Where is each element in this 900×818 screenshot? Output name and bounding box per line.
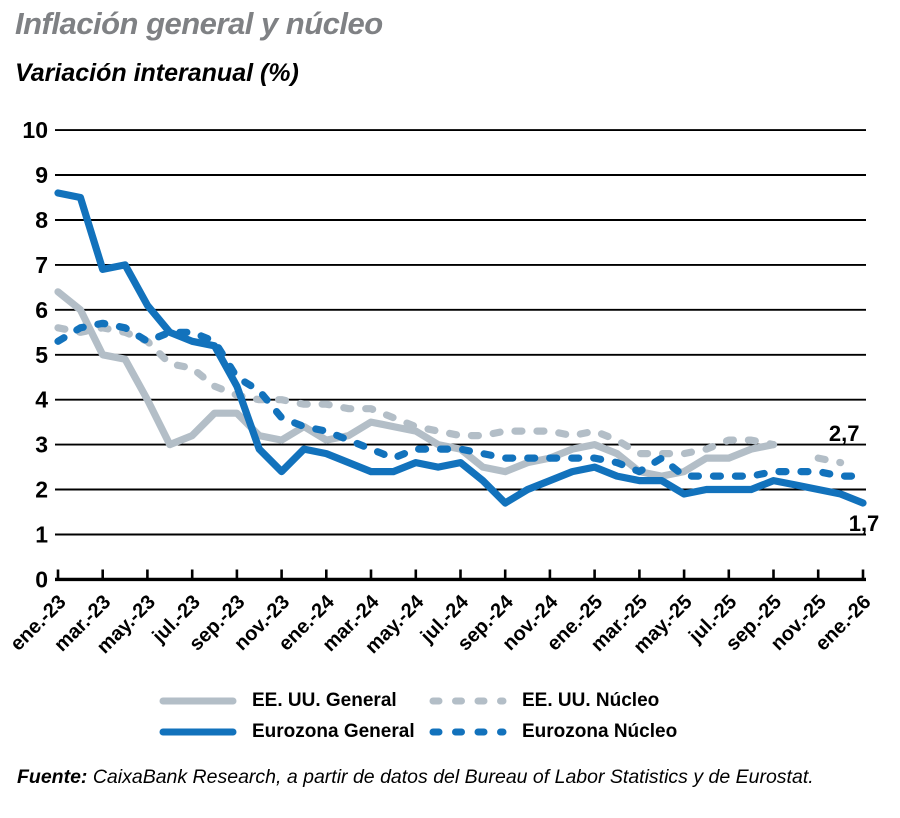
legend-item-ee-uu-general: EE. UU. General <box>158 690 397 712</box>
y-tick-label: 2 <box>35 477 48 503</box>
chart-title: Inflación general y núcleo <box>15 6 383 41</box>
series-line-ee-uu-nucleo <box>54 324 778 458</box>
y-tick-label: 0 <box>35 566 48 592</box>
dashed-line-sample-icon <box>429 728 507 736</box>
solid-line-sample-icon <box>159 728 237 736</box>
y-tick-label: 10 <box>22 117 48 143</box>
y-tick-label: 5 <box>35 342 48 368</box>
y-tick-label: 7 <box>35 252 48 278</box>
source-label: Fuente: <box>17 766 88 788</box>
y-tick-label: 1 <box>35 522 48 548</box>
chart-subtitle: Variación interanual (%) <box>15 59 299 87</box>
y-tick-label: 8 <box>35 207 48 233</box>
line-chart-svg: 012345678910ene.-23mar.-23may.-23jul.-23… <box>6 117 880 658</box>
solid-line-sample-icon <box>159 697 237 705</box>
y-tick-label: 9 <box>35 162 48 188</box>
legend-label-eurozona-general: Eurozona General <box>252 721 415 742</box>
legend-item-eurozona-general: Eurozona General <box>158 721 415 743</box>
series-line-ee-uu-general <box>54 288 778 480</box>
y-tick-label: 4 <box>35 387 48 413</box>
value-label: 1,7 <box>849 511 880 536</box>
source-text: CaixaBank Research, a partir de datos de… <box>92 766 814 788</box>
legend-label-eurozona-nucleo: Eurozona Núcleo <box>522 721 678 742</box>
source-note: Fuente: CaixaBank Research, a partir de … <box>17 766 814 789</box>
legend-item-eurozona-nucleo: Eurozona Núcleo <box>428 721 677 743</box>
dashed-line-sample-icon <box>429 697 507 705</box>
y-tick-label: 3 <box>35 432 48 458</box>
legend-label-ee-uu-nucleo: EE. UU. Núcleo <box>522 690 660 711</box>
value-label: 2,7 <box>829 421 860 446</box>
series-line-eurozona-general <box>54 189 867 507</box>
y-tick-label: 6 <box>35 297 48 323</box>
legend-item-ee-uu-nucleo: EE. UU. Núcleo <box>428 690 659 712</box>
legend-label-ee-uu-general: EE. UU. General <box>252 690 397 711</box>
series-line-ee-uu-nucleo <box>814 454 845 467</box>
series-line-eurozona-nucleo <box>54 319 867 480</box>
